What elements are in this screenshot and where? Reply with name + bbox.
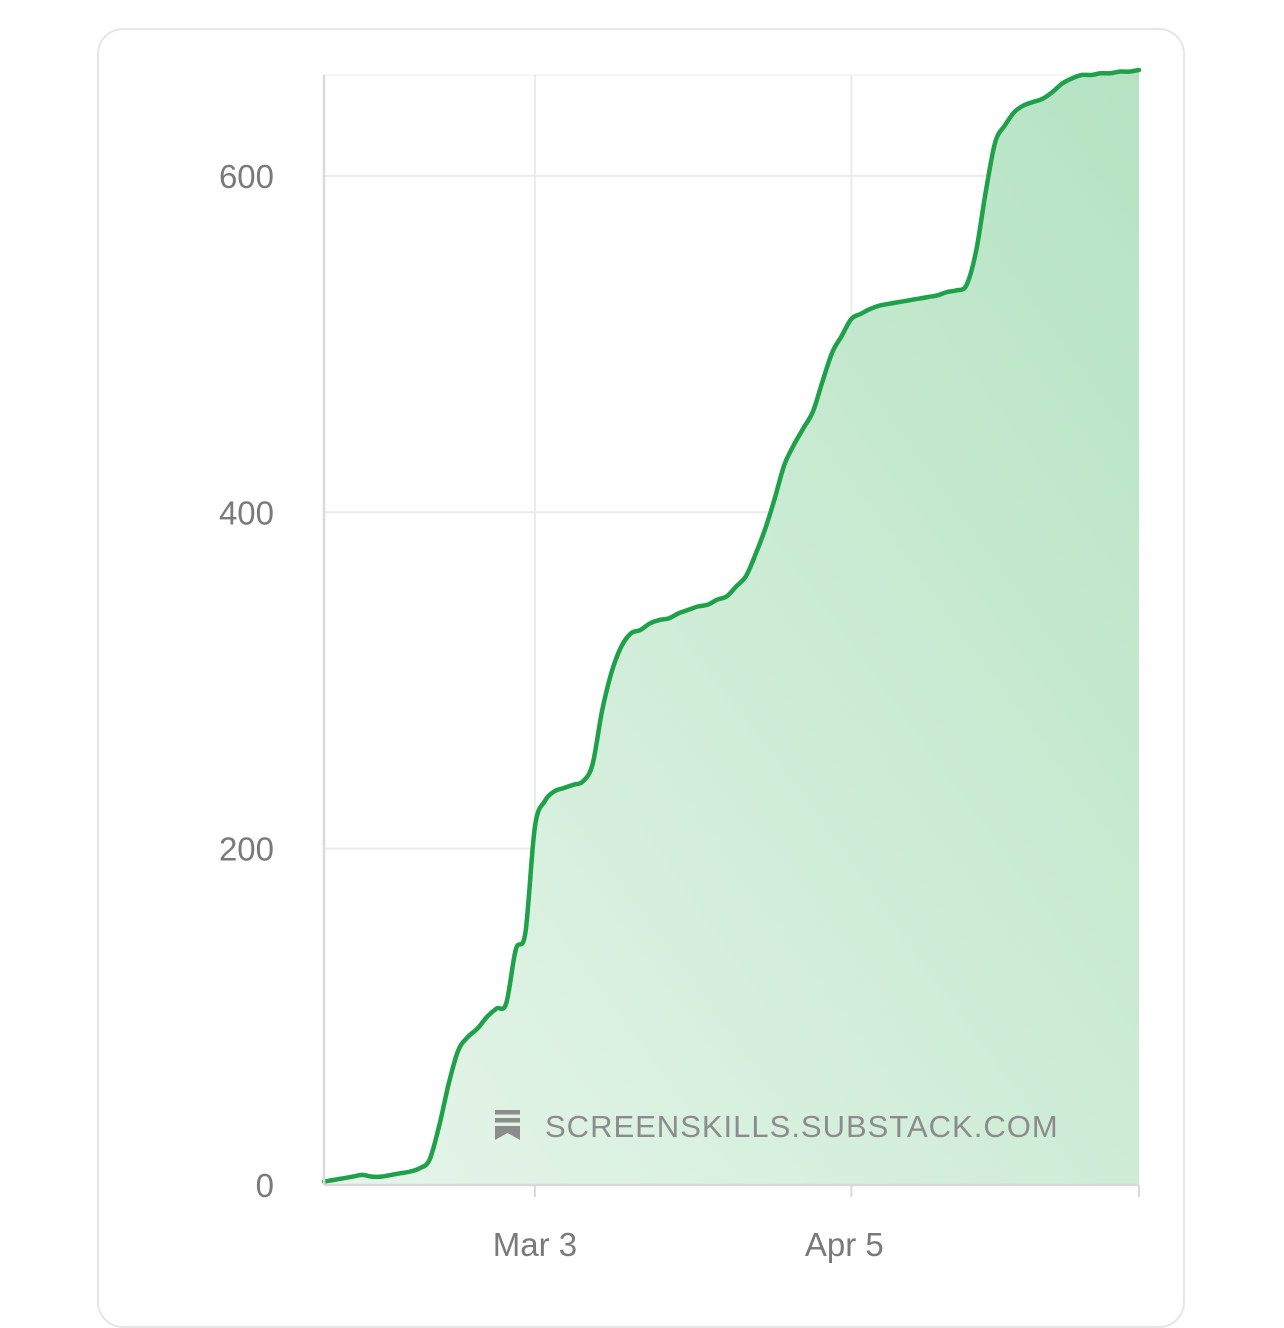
watermark: SCREENSKILLS.SUBSTACK.COM <box>495 1109 1059 1144</box>
series-line <box>321 67 1142 1184</box>
bookmark-icon <box>495 1110 520 1140</box>
y-tick-label: 200 <box>219 831 274 868</box>
x-tick-label: Apr 5 <box>805 1226 884 1263</box>
watermark-text: SCREENSKILLS.SUBSTACK.COM <box>545 1109 1059 1144</box>
x-tick-label: Mar 3 <box>493 1226 577 1263</box>
y-tick-label: 400 <box>219 494 274 531</box>
axes <box>322 75 1140 1197</box>
y-axis-ticks: 0 200 400 600 <box>219 158 274 1204</box>
y-tick-label: 600 <box>219 158 274 195</box>
x-axis-ticks: Mar 3 Apr 5 <box>493 1226 884 1263</box>
area-fill <box>324 70 1139 1185</box>
y-tick-label: 0 <box>256 1167 274 1204</box>
